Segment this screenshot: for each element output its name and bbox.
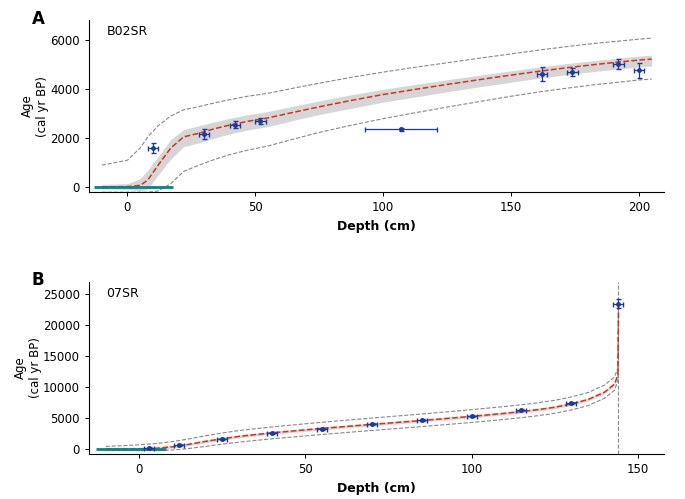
Text: B02SR: B02SR [106, 25, 147, 38]
X-axis label: Depth (cm): Depth (cm) [337, 482, 416, 495]
Y-axis label: Age
(cal yr BP): Age (cal yr BP) [14, 337, 42, 398]
Text: B: B [32, 271, 44, 289]
Text: 07SR: 07SR [106, 287, 139, 300]
Text: A: A [32, 9, 45, 27]
X-axis label: Depth (cm): Depth (cm) [337, 220, 416, 233]
Y-axis label: Age
(cal yr BP): Age (cal yr BP) [21, 76, 49, 137]
